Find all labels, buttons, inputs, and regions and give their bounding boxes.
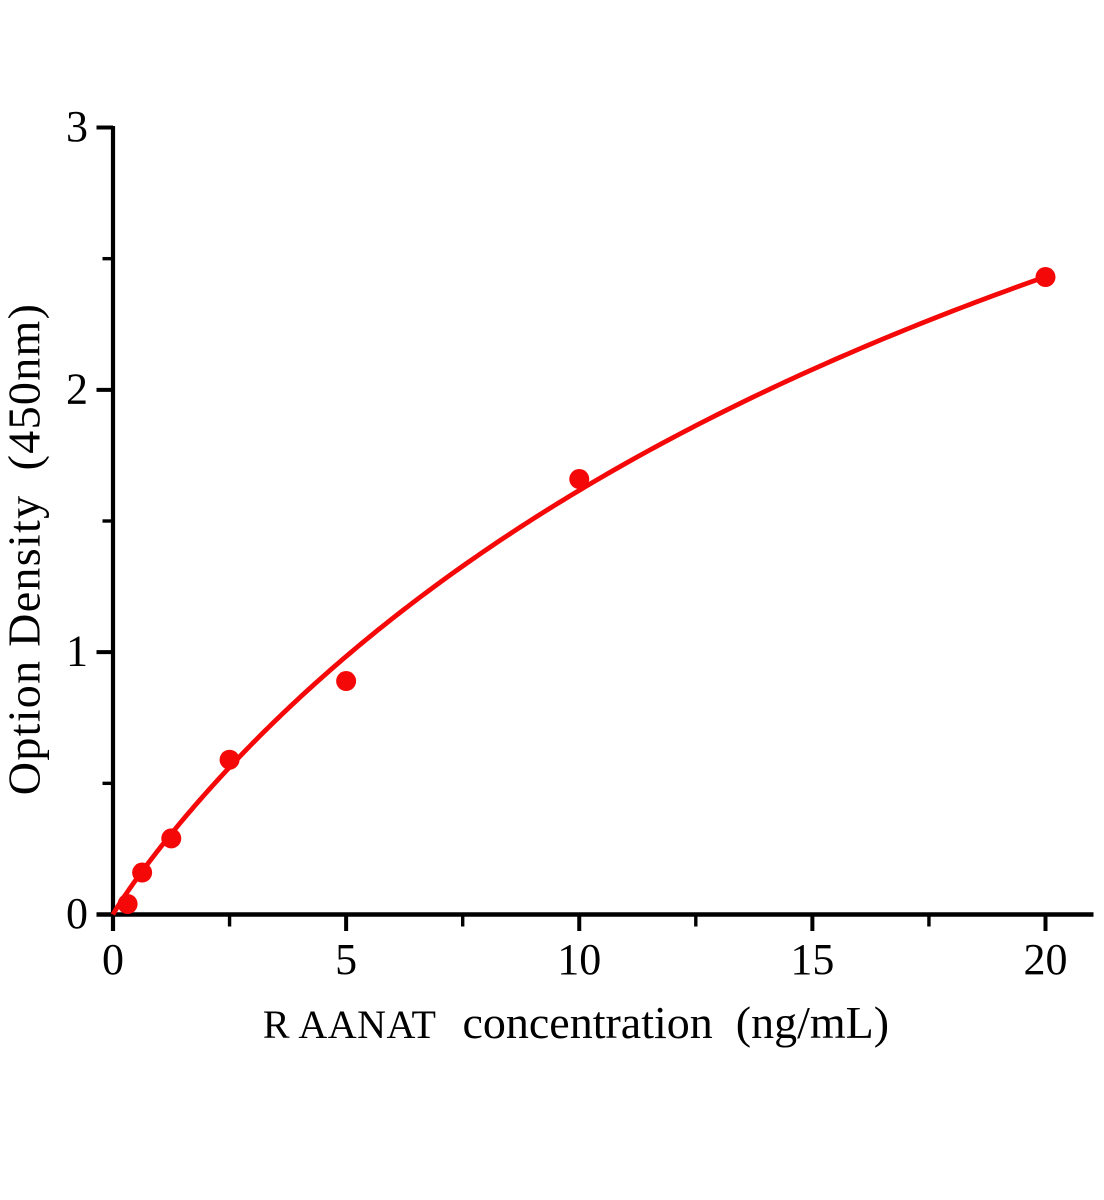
x-axis-tick-labels: 0 5 10 15 20: [102, 935, 1068, 984]
series-fit-curve: [110, 274, 1047, 916]
x-axis-tick-label: 5: [335, 935, 357, 984]
y-axis-title: Option Density (450nm): [0, 303, 50, 795]
data-point: [132, 862, 153, 883]
plot-axes: 0 5 10 15 20 0 1 2 3: [66, 102, 1094, 984]
fit-curve-line: [110, 274, 1047, 916]
y-axis-major-ticks: [96, 125, 113, 917]
x-axis-tick-label: 15: [790, 935, 834, 984]
y-axis-tick-label: 0: [66, 889, 88, 938]
data-point: [161, 828, 182, 849]
y-axis-tick-label: 2: [66, 364, 88, 413]
x-axis-title: R AANAT concentration (ng/mL): [263, 997, 889, 1048]
x-axis-title-main: concentration (ng/mL): [462, 997, 889, 1048]
data-point: [336, 671, 357, 692]
x-axis-title-prefix: R AANAT: [263, 1002, 437, 1047]
data-point: [117, 894, 138, 915]
y-axis-tick-label: 3: [66, 102, 88, 151]
series-standard-points: [117, 267, 1056, 915]
data-point: [219, 749, 240, 770]
data-point: [569, 469, 590, 490]
y-axis-tick-label: 1: [66, 627, 88, 676]
y-axis-minor-ticks: [102, 256, 113, 786]
x-axis-major-ticks: [111, 914, 1048, 931]
y-axis-tick-labels: 0 1 2 3: [66, 102, 88, 938]
x-axis-tick-label: 10: [557, 935, 601, 984]
data-point: [1035, 267, 1056, 288]
x-axis-minor-ticks: [227, 914, 931, 927]
x-axis-tick-label: 20: [1024, 935, 1068, 984]
x-axis-tick-label: 0: [102, 935, 124, 984]
